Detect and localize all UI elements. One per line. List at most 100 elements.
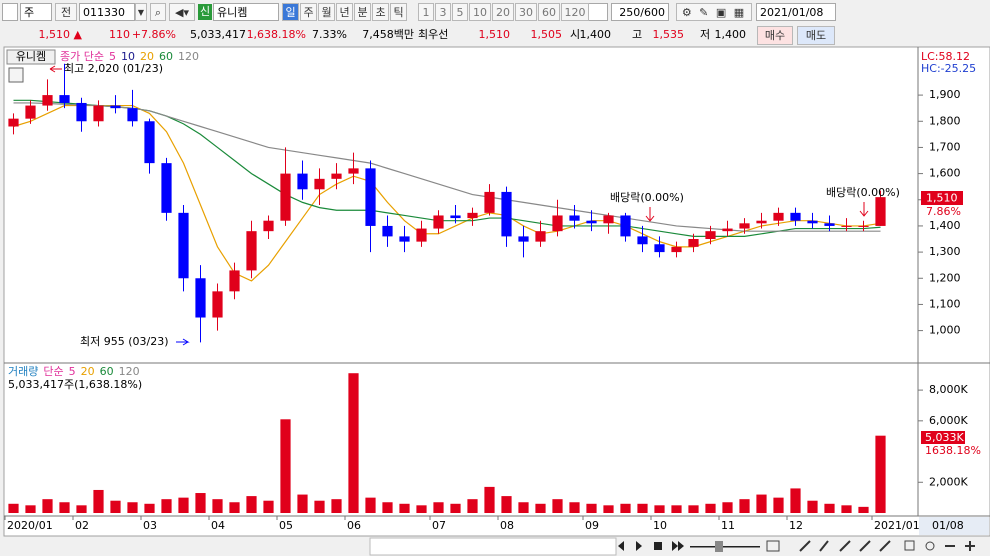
interval-button[interactable]: 20 (492, 3, 514, 21)
volume-bar (756, 494, 767, 513)
volume-bar (467, 499, 478, 513)
legend-entry: 120 (178, 50, 199, 63)
volume-bar (705, 503, 716, 513)
candle-body (93, 105, 104, 122)
interval-button[interactable]: 3 (435, 3, 451, 21)
scrollbar[interactable] (369, 537, 617, 556)
volume-bar (212, 499, 223, 513)
candle-body (127, 108, 138, 122)
candle-body (42, 95, 53, 106)
candle-body (535, 231, 546, 242)
dropdown[interactable]: ▼ (135, 3, 147, 21)
period-button[interactable]: 월 (318, 3, 335, 21)
interval-button[interactable]: 1 (418, 3, 434, 21)
interval-button[interactable]: 60 (538, 3, 560, 21)
candle-body (569, 215, 580, 221)
volume-bar (790, 488, 801, 513)
candle-body (331, 173, 342, 179)
volume-bar (586, 503, 597, 513)
candle-body (722, 228, 733, 232)
volume-bar (773, 497, 784, 513)
volume-tag-label: 5,033K (925, 431, 964, 444)
x-tick-label: 03 (143, 519, 157, 532)
period-button[interactable]: 주 (300, 3, 317, 21)
candle-body (552, 215, 563, 232)
change-pct: +7.86% (131, 28, 176, 41)
date-input[interactable]: 2021/01/08 (756, 3, 836, 21)
volume-bar (552, 499, 563, 513)
interval-button[interactable]: 5 (452, 3, 468, 21)
candle-body (76, 102, 87, 122)
candle-body (756, 220, 767, 224)
volume-bar (246, 496, 257, 513)
annotation-arrow (49, 65, 62, 73)
count-input[interactable]: 250/600 (611, 3, 669, 21)
annotation: 배당락(0.00%) (826, 186, 900, 199)
volume-bar (348, 373, 359, 513)
period-button[interactable]: 분 (354, 3, 371, 21)
candle-body (450, 215, 461, 219)
candle-body (382, 225, 393, 237)
y-tick-label: 1,800 (929, 114, 961, 127)
search-button[interactable]: ⌕ (150, 3, 166, 21)
market-select[interactable]: 주 (20, 3, 52, 21)
axis-corner (919, 517, 989, 535)
ask: 1,510 (478, 28, 511, 41)
candle-body (399, 236, 410, 242)
period-button[interactable]: 틱 (390, 3, 407, 21)
candle-body (25, 105, 36, 119)
interval-button[interactable]: 120 (561, 3, 589, 21)
mode-button[interactable]: 전 (55, 3, 77, 21)
candle-body (348, 168, 359, 174)
x-tick-label: 05 (279, 519, 293, 532)
name-input[interactable]: 유니켐 (213, 3, 279, 21)
y-tick-label: 1,400 (929, 219, 961, 232)
badge: 신 (198, 4, 212, 20)
y-tick-label: 1,900 (929, 88, 961, 101)
interval-button[interactable]: 30 (515, 3, 537, 21)
candle-body (195, 278, 206, 318)
buy-button[interactable]: 매수 (757, 26, 793, 45)
sound-button[interactable]: ◀▾ (169, 3, 195, 21)
volume-summary: 5,033,417주(1,638.18%) (8, 378, 142, 391)
menu-icon[interactable] (2, 3, 18, 21)
period-button[interactable]: 초 (372, 3, 389, 21)
candle-body (620, 215, 631, 237)
candle-body (603, 215, 614, 224)
y-tick-label: 1,600 (929, 167, 961, 180)
period-button[interactable]: 일 (282, 3, 299, 21)
volume-bar (178, 497, 189, 513)
volume-bar (603, 505, 614, 513)
chart-area (3, 46, 990, 537)
volume-bar (161, 499, 172, 513)
annotation: 최고 2,020 (01/23) (64, 62, 163, 75)
x-tick-label: 12 (789, 519, 803, 532)
candle-body (280, 173, 291, 221)
candle-body (654, 244, 665, 253)
volume-bar (722, 502, 733, 513)
x-tick-label: 08 (500, 519, 514, 532)
candle-body (59, 95, 70, 103)
panel-title: 유니켐 (16, 50, 46, 63)
change: 110 (109, 28, 130, 41)
period-button[interactable]: 년 (336, 3, 353, 21)
best-label: 최우선 (418, 28, 449, 41)
turnover: 7.33% (312, 28, 347, 41)
x-tick-label: 10 (653, 519, 667, 532)
volume-bar (8, 503, 19, 513)
volume-bar (841, 505, 852, 513)
tool-buttons[interactable]: ⚙ ✎ ▣ ▦ (676, 3, 752, 21)
y-tick-label: 1,000 (929, 324, 961, 337)
annotation: 최저 955 (03/23) (80, 335, 169, 348)
y-tick-label: 1,100 (929, 297, 961, 310)
x-tick-label: 04 (211, 519, 225, 532)
candle-body (841, 225, 852, 227)
code-input[interactable]: 011330 (79, 3, 135, 21)
scroll-controls[interactable] (618, 540, 975, 552)
legend-entry: 120 (119, 365, 140, 378)
interval-button[interactable]: 10 (469, 3, 491, 21)
sell-button[interactable]: 매도 (797, 26, 835, 45)
table-icon[interactable] (8, 67, 24, 83)
